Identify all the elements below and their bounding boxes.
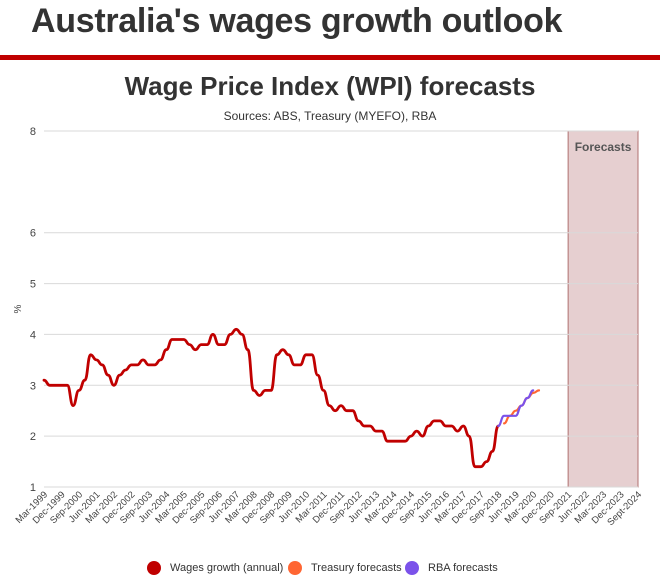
legend-item-wages: Wages growth (annual) <box>147 561 283 575</box>
y-tick-label: 8 <box>30 126 36 138</box>
y-axis-label: % <box>13 304 24 313</box>
rba-forecast-line <box>497 389 535 428</box>
headline: Australia's wages growth outlook <box>31 2 563 40</box>
y-tick-label: 2 <box>30 431 36 443</box>
y-tick-label: 3 <box>30 380 36 392</box>
y-tick-label: 4 <box>30 329 36 341</box>
title-rule <box>0 55 660 60</box>
legend-swatch-rba <box>405 561 419 575</box>
y-tick-label: 1 <box>30 482 36 494</box>
y-tick-label: 6 <box>30 228 36 240</box>
wages-growth-line <box>42 327 500 469</box>
chart-subtitle: Sources: ABS, Treasury (MYEFO), RBA <box>223 109 437 123</box>
legend-label-treasury: Treasury forecasts <box>311 562 402 574</box>
y-tick-label: 5 <box>30 279 36 291</box>
legend-item-rba: RBA forecasts <box>405 561 498 575</box>
chart-legend: Wages growth (annual) Treasury forecasts… <box>0 561 660 581</box>
treasury-forecast-line <box>503 389 541 425</box>
chart-title: Wage Price Index (WPI) forecasts <box>124 71 536 101</box>
forecast-band-label: Forecasts <box>575 140 632 154</box>
legend-label-rba: RBA forecasts <box>428 562 498 574</box>
wpi-chart: Forecasts1234568%Mar-1999Dec-1999Sep-200… <box>13 126 644 528</box>
legend-label-wages: Wages growth (annual) <box>170 562 284 574</box>
legend-swatch-treasury <box>288 561 302 575</box>
legend-item-treasury: Treasury forecasts <box>288 561 402 575</box>
forecast-band <box>567 130 639 488</box>
legend-swatch-wages <box>147 561 161 575</box>
